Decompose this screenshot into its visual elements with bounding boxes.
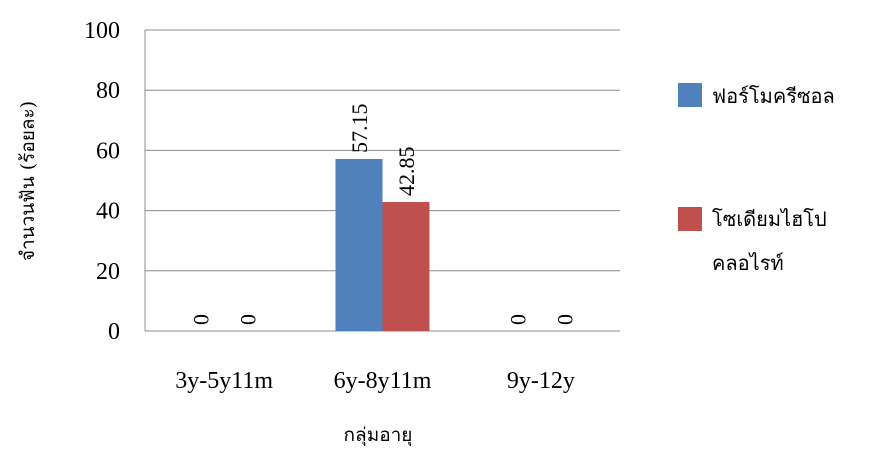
y-tick-label: 40 xyxy=(96,199,120,225)
bar-1 xyxy=(335,158,383,331)
x-tick-label: 9y-12y xyxy=(507,368,575,394)
x-tick-label: 6y-8y11m xyxy=(334,368,432,394)
y-axis-ticks: 0 20 40 60 80 100 xyxy=(84,18,120,345)
legend-swatch xyxy=(678,83,702,107)
data-label: 42.85 xyxy=(394,147,419,197)
data-labels: 0 57.15 0 0 42.85 0 xyxy=(189,103,578,325)
bar-2 xyxy=(382,202,430,331)
y-axis-title: จำนวนฟัน (ร้อยละ) xyxy=(17,101,39,261)
data-label: 57.15 xyxy=(347,103,372,153)
x-axis-title: กลุ่มอายุ xyxy=(344,424,413,447)
data-label: 0 xyxy=(189,314,214,325)
legend-label: โซเดียมไฮโป xyxy=(712,207,827,231)
data-label: 0 xyxy=(552,314,577,325)
y-tick-label: 100 xyxy=(84,18,120,44)
x-axis-ticks: 3y-5y11m 6y-8y11m 9y-12y xyxy=(175,368,575,394)
data-label: 0 xyxy=(236,314,261,325)
bars xyxy=(335,158,430,331)
legend-swatch xyxy=(678,207,702,231)
y-tick-label: 0 xyxy=(108,319,120,345)
y-tick-label: 20 xyxy=(96,259,120,285)
legend-label: ฟอร์โมครีซอล xyxy=(712,84,835,108)
x-tick-label: 3y-5y11m xyxy=(175,368,273,394)
legend-label: คลอไรท์ xyxy=(712,251,784,275)
y-tick-label: 80 xyxy=(96,78,120,104)
data-label: 0 xyxy=(505,314,530,325)
y-tick-label: 60 xyxy=(96,138,120,164)
